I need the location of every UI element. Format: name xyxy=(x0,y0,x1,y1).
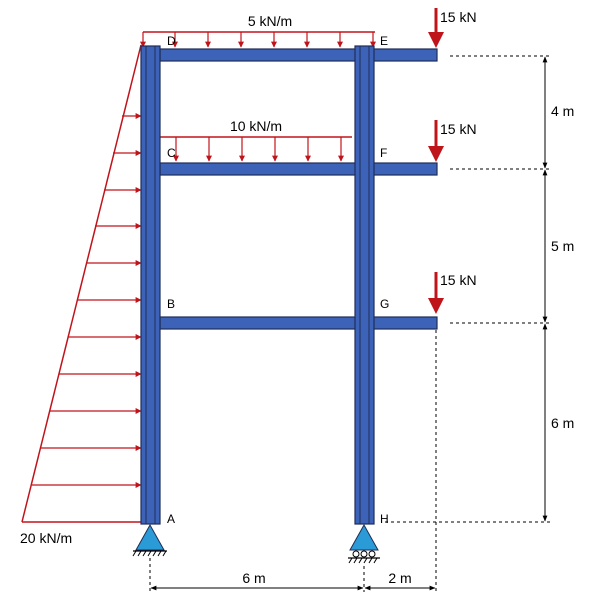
point-load-low xyxy=(428,272,444,314)
pin-support-a xyxy=(132,523,167,557)
dimension-lines xyxy=(149,55,550,592)
point-load-top xyxy=(428,8,444,48)
node-f-label: F xyxy=(380,146,387,160)
roller-support-h xyxy=(348,523,380,564)
dim-height-top: 4 m xyxy=(551,103,574,119)
roof-distributed-load xyxy=(140,31,376,48)
node-e-label: E xyxy=(380,34,388,48)
node-g-label: G xyxy=(380,297,389,311)
node-b-label: B xyxy=(167,297,175,311)
node-d-label: D xyxy=(167,34,176,48)
beam-cf xyxy=(159,162,438,176)
lateral-triangular-load xyxy=(21,44,142,523)
frame-members xyxy=(140,45,438,525)
dim-height-low: 6 m xyxy=(551,415,574,431)
point-load-top-label: 15 kN xyxy=(440,9,477,25)
beam-de xyxy=(159,48,438,62)
lateral-load-label: 20 kN/m xyxy=(20,530,72,546)
dim-height-mid: 5 m xyxy=(551,238,574,254)
dim-span-main: 6 m xyxy=(242,570,265,586)
beam-bg xyxy=(159,316,438,330)
point-load-mid xyxy=(428,120,444,162)
node-a-label: A xyxy=(167,512,175,526)
point-load-mid-label: 15 kN xyxy=(440,121,477,137)
point-load-low-label: 15 kN xyxy=(440,272,477,288)
column-right xyxy=(354,45,375,525)
floor-distributed-load xyxy=(160,136,352,162)
node-c-label: C xyxy=(167,146,176,160)
column-left xyxy=(140,45,161,525)
dim-span-cantilever: 2 m xyxy=(388,570,411,586)
roof-load-label: 5 kN/m xyxy=(248,13,292,29)
floor-load-label: 10 kN/m xyxy=(230,118,282,134)
node-h-label: H xyxy=(380,512,389,526)
